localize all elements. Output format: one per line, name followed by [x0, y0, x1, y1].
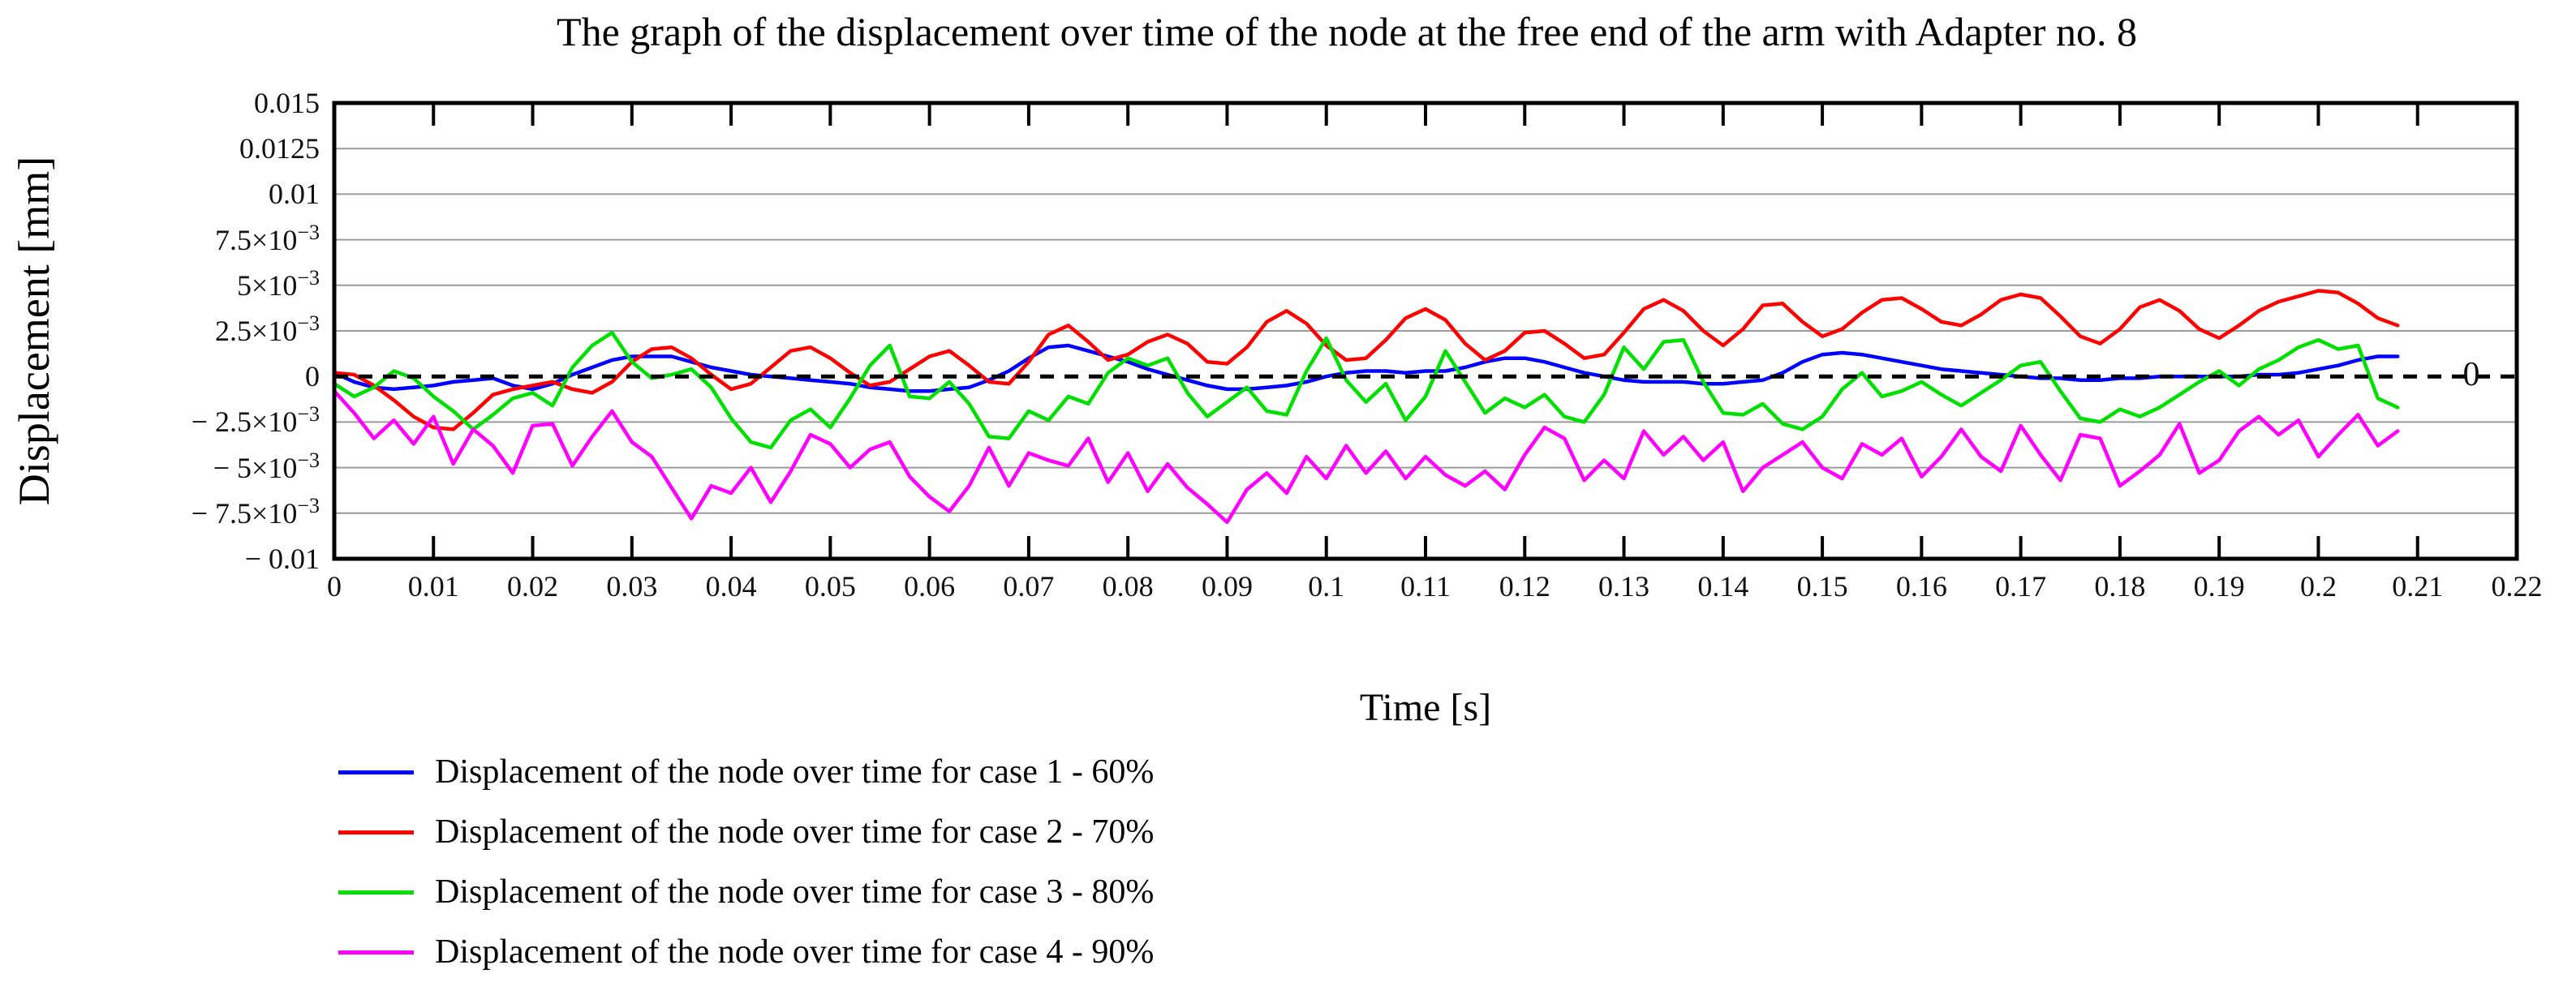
x-tick-label: 0.13 — [1598, 570, 1650, 603]
y-tick-label: − 7.5×10−3 — [191, 493, 320, 530]
x-tick-label: 0.05 — [804, 570, 856, 603]
legend-label: Displacement of the node over time for c… — [435, 813, 1155, 851]
x-axis-label: Time [s] — [1359, 686, 1492, 729]
legend-item: Displacement of the node over time for c… — [338, 742, 1154, 802]
x-tick-label: 0.21 — [2392, 570, 2444, 603]
y-tick-label: 2.5×10−3 — [215, 311, 320, 347]
x-tick-label: 0.08 — [1102, 570, 1154, 603]
zero-line-value-label: 0 — [2462, 356, 2480, 393]
legend-item: Displacement of the node over time for c… — [338, 862, 1154, 922]
legend-color-line — [338, 950, 414, 955]
legend-color-line — [338, 830, 414, 834]
y-tick-label: − 0.01 — [244, 543, 320, 575]
legend-label: Displacement of the node over time for c… — [435, 873, 1155, 911]
x-tick-label: 0.16 — [1895, 570, 1947, 603]
x-tick-label: 0 — [327, 570, 342, 603]
x-tick-label: 0.18 — [2094, 570, 2146, 603]
x-tick-label: 0.11 — [1400, 570, 1451, 603]
series-line-case-3 — [332, 330, 2400, 450]
x-tick-label: 0.14 — [1697, 570, 1749, 603]
x-tick-label: 0.1 — [1308, 570, 1345, 603]
legend-label: Displacement of the node over time for c… — [435, 933, 1155, 971]
y-tick-label: 0.0125 — [239, 132, 320, 165]
y-tick-label: − 5×10−3 — [213, 448, 320, 484]
x-tick-label: 0.2 — [2299, 570, 2337, 603]
x-tick-label: 0.04 — [705, 570, 757, 603]
x-tick-label: 0.09 — [1201, 570, 1253, 603]
x-tick-label: 0.06 — [904, 570, 956, 603]
legend-item: Displacement of the node over time for c… — [338, 922, 1154, 982]
y-tick-label: 7.5×10−3 — [215, 220, 320, 256]
plot-border — [332, 101, 2519, 561]
y-tick-label: − 2.5×10−3 — [191, 402, 320, 439]
legend-color-line — [338, 770, 414, 774]
x-tick-label: 0.07 — [1003, 570, 1055, 603]
series-line-case-2 — [332, 289, 2400, 431]
y-tick-label: 0.015 — [254, 87, 320, 119]
x-tick-label: 0.22 — [2491, 570, 2543, 603]
legend-item: Displacement of the node over time for c… — [338, 802, 1154, 862]
x-tick-label: 0.02 — [507, 570, 559, 603]
x-tick-label: 0.15 — [1796, 570, 1848, 603]
x-tick-label: 0.01 — [407, 570, 459, 603]
legend-label: Displacement of the node over time for c… — [435, 753, 1155, 791]
series-line-case-4 — [332, 388, 2400, 525]
y-tick-label: 0.01 — [269, 178, 320, 211]
legend: Displacement of the node over time for c… — [338, 742, 1154, 982]
x-tick-label: 0.17 — [1995, 570, 2047, 603]
y-tick-label: 5×10−3 — [237, 265, 320, 302]
x-tick-label: 0.03 — [606, 570, 658, 603]
x-tick-label: 0.19 — [2193, 570, 2245, 603]
legend-color-line — [338, 890, 414, 894]
x-tick-label: 0.12 — [1499, 570, 1550, 603]
y-tick-label: 0 — [305, 360, 320, 393]
chart-title: The graph of the displacement over time … — [557, 9, 2137, 54]
